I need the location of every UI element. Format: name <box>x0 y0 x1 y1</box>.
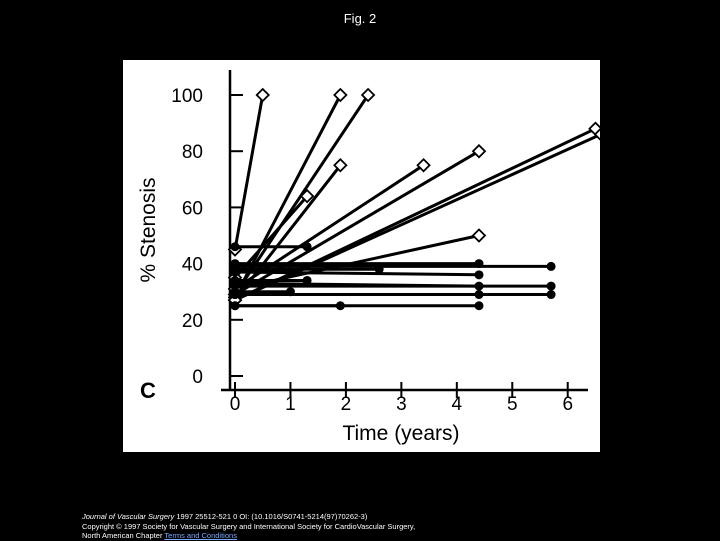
terms-link[interactable]: Terms and Conditions <box>164 531 237 540</box>
circle-marker <box>474 290 484 300</box>
diamond-marker <box>255 87 271 103</box>
series-markers <box>227 87 600 311</box>
stenosis-chart: 0 20 40 60 80 100 0 1 2 3 4 5 6 % Stenosis Time (yea… <box>123 60 600 452</box>
circle-marker <box>302 242 312 252</box>
y-tick-label: 60 <box>182 198 203 219</box>
circle-marker <box>546 261 556 271</box>
chart-axes <box>221 70 588 392</box>
chart-background <box>123 60 600 452</box>
y-tick-label: 0 <box>192 367 203 388</box>
diamond-marker <box>360 87 376 103</box>
series-lines <box>233 93 600 308</box>
x-tick-label: 1 <box>285 394 296 415</box>
circle-marker <box>546 290 556 300</box>
diamond-marker <box>593 128 600 141</box>
circle-marker <box>335 301 345 311</box>
citation: Journal of Vascular Surgery 1997 25512-5… <box>82 512 415 541</box>
journal-name: Journal of Vascular Surgery <box>82 512 175 521</box>
citation-details: 1997 25512-521 0 OI: (10.1016/S0741-5214… <box>174 512 368 521</box>
diamond-marker <box>333 87 348 103</box>
circle-marker <box>285 287 295 297</box>
diamond-marker <box>471 143 487 159</box>
circle-marker <box>302 275 312 285</box>
y-tick-label: 40 <box>182 255 203 276</box>
citation-line-3: North American Chapter Terms and Conditi… <box>82 531 415 541</box>
chart-ticks: 0 20 40 60 80 100 0 1 2 3 4 5 6 <box>171 86 573 415</box>
circle-marker <box>230 290 240 300</box>
citation-line-1: Journal of Vascular Surgery 1997 25512-5… <box>82 512 415 522</box>
circle-marker <box>374 264 384 274</box>
diamond-marker <box>416 157 431 173</box>
x-tick-label: 4 <box>452 394 463 415</box>
figure-title: Fig. 2 <box>343 11 377 26</box>
series-line-1 <box>233 93 265 252</box>
circle-marker <box>230 301 240 311</box>
circle-marker <box>230 267 240 277</box>
circle-marker <box>474 281 484 291</box>
citation-prefix: North American Chapter <box>82 531 165 540</box>
diamond-marker <box>471 228 487 243</box>
diamond-marker <box>299 188 315 204</box>
panel-label: C <box>140 378 156 403</box>
circle-marker <box>474 301 484 311</box>
circle-marker <box>230 275 240 285</box>
x-tick-label: 3 <box>396 394 407 415</box>
circle-marker <box>285 267 295 277</box>
circle-marker <box>474 259 484 269</box>
y-axis-label: % Stenosis <box>137 177 160 282</box>
diamond-marker <box>333 157 348 173</box>
circle-marker <box>230 242 240 252</box>
y-tick-label: 100 <box>171 86 203 107</box>
citation-line-2: Copyright © 1997 Society for Vascular Su… <box>82 521 416 531</box>
circle-marker <box>546 281 556 291</box>
circle-marker <box>474 270 484 280</box>
y-tick-label: 80 <box>182 142 203 163</box>
x-axis-label: Time (years) <box>342 422 459 445</box>
x-tick-label: 5 <box>507 394 518 415</box>
x-tick-label: 0 <box>230 394 241 415</box>
x-tick-label: 6 <box>562 394 573 415</box>
y-tick-label: 20 <box>182 311 203 332</box>
x-tick-label: 2 <box>341 394 352 415</box>
